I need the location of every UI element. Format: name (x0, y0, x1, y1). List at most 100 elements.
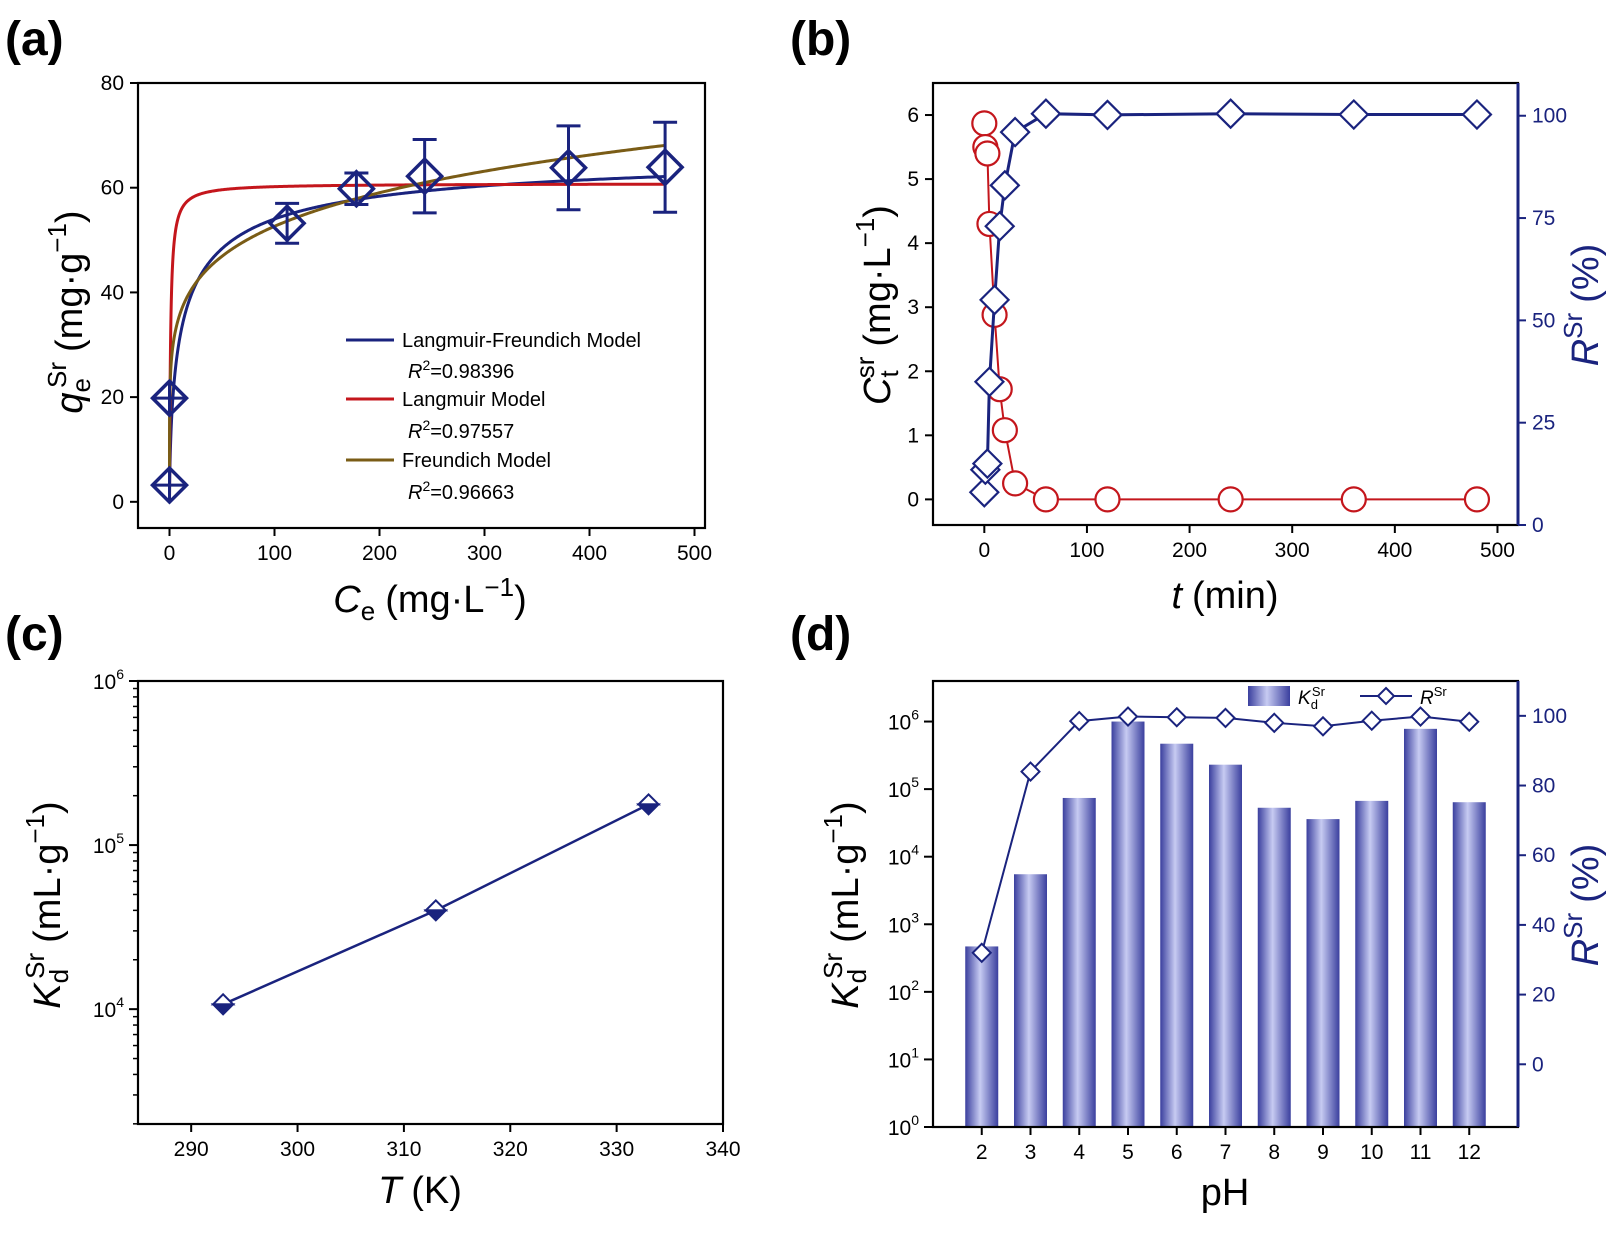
r-point (1263, 712, 1285, 734)
r-point (1068, 710, 1090, 732)
r-point (1091, 99, 1124, 131)
y-tick-label: 101 (888, 1044, 919, 1072)
x-tick-label: 300 (1275, 539, 1310, 562)
panel-b-xlabel: t (min) (1171, 575, 1278, 617)
x-tick-label: 9 (1317, 1141, 1329, 1164)
data-point (645, 120, 685, 214)
y2-tick-label: 100 (1532, 705, 1567, 728)
r-point (984, 210, 1016, 242)
y-tick-label: 2 (907, 360, 919, 383)
panel-c-label: (c) (5, 608, 64, 661)
diamond-marker (549, 148, 588, 188)
kd-point (210, 992, 236, 1016)
series-r-line (982, 112, 1477, 493)
kd-point-bottom (636, 803, 661, 816)
ct-point (1032, 486, 1059, 513)
legend-bar-swatch (1248, 686, 1290, 706)
x-tick-label: 100 (1069, 539, 1104, 562)
curve-freundlich (168, 143, 666, 502)
panel-b-frame (931, 81, 1520, 527)
panel-b-plot (968, 98, 1493, 513)
panel-a-plot (150, 120, 685, 505)
x-tick-label: 200 (362, 542, 397, 565)
panel-c-ylabel: KdSr(mL·g−1) (20, 801, 74, 1008)
diamond-marker (405, 156, 445, 196)
panel-a-ticks: 0 100 200 300 400 500 0 20 40 60 80 (101, 72, 712, 565)
data-point (150, 378, 189, 418)
panel-d-legend: KdSr RSr (1248, 684, 1447, 712)
kd-bar (965, 946, 999, 1127)
curve-langmuir (168, 182, 666, 502)
y2-tick-label: 100 (1532, 105, 1567, 128)
legend-langmuir-name: Langmuir Model (402, 389, 545, 411)
r-point (1030, 98, 1062, 130)
panel-c-ticks: 290 300 310 320 330 340 104 105 106 (93, 666, 741, 1161)
diamond-marker (150, 378, 189, 418)
y-tick-label: 5 (907, 168, 919, 191)
kd-bar (1111, 721, 1145, 1127)
data-point (405, 138, 445, 215)
x-tick-label: 400 (1377, 539, 1412, 562)
r-point (1312, 715, 1334, 737)
x-tick-label: 500 (677, 542, 712, 565)
r-point (1166, 706, 1188, 728)
x-tick-label: 320 (493, 1138, 528, 1161)
panel-b-y2label: RSr(%) (1558, 244, 1607, 367)
ct-point (1002, 470, 1029, 497)
ct-point (1217, 486, 1244, 513)
x-tick-label: 400 (572, 542, 607, 565)
series-ct-line (983, 123, 1477, 501)
kd-bar (1355, 800, 1389, 1127)
r-point (1361, 710, 1383, 732)
y-tick-label: 100 (888, 1112, 919, 1140)
x-tick-label: 11 (1410, 1141, 1432, 1164)
x-tick-label: 310 (386, 1138, 421, 1161)
kd-point-top (423, 898, 449, 912)
data-point (267, 201, 307, 245)
legend-line-label: RSr (1420, 684, 1447, 709)
ct-point (1463, 486, 1491, 513)
panel-d-label: (d) (790, 608, 851, 661)
kd-bar (1160, 743, 1194, 1127)
r-point (979, 284, 1011, 316)
panel-a-xlabel: Ce (mg·L−1) (333, 572, 526, 626)
kd-bar (1306, 819, 1340, 1127)
legend-lf-r2: R2=0.98396 (408, 357, 514, 383)
y-tick-label: 104 (888, 842, 919, 870)
diamond-marker (267, 203, 307, 243)
x-tick-label: 0 (164, 542, 176, 565)
x-tick-label: 100 (257, 542, 292, 565)
x-tick-label: 290 (174, 1138, 209, 1161)
panel-c-frame (136, 679, 725, 1126)
r-point (1410, 706, 1431, 727)
panel-b-label: (b) (790, 13, 851, 66)
x-tick-label: 3 (1025, 1141, 1037, 1164)
r-point (971, 942, 993, 964)
ct-point (1094, 486, 1121, 513)
y2-tick-label: 0 (1532, 1053, 1544, 1076)
r-point (989, 169, 1021, 201)
kd-bar (1404, 728, 1437, 1127)
y2-tick-label: 80 (1532, 775, 1555, 798)
y-tick-label: 106 (93, 666, 124, 694)
panel-a-legend: Langmuir-Freundich Model R2=0.98396 Lang… (346, 330, 641, 504)
r-point (1215, 98, 1247, 130)
y-tick-label: 103 (888, 909, 919, 937)
kd-bar (1209, 764, 1242, 1127)
kd-point-bottom (210, 1003, 236, 1016)
data-point (336, 169, 376, 209)
x-tick-label: 330 (599, 1138, 634, 1161)
x-tick-label: 6 (1171, 1141, 1183, 1164)
x-tick-label: 12 (1458, 1141, 1481, 1164)
kd-point-bottom (423, 909, 449, 922)
y2-tick-label: 60 (1532, 844, 1555, 867)
kd-bar (1014, 874, 1047, 1127)
panel-a-ylabel: qeSr(mg·g−1) (42, 210, 96, 413)
x-tick-label: 300 (467, 542, 502, 565)
y-tick-label: 0 (112, 491, 124, 514)
r-point (1338, 98, 1370, 131)
ct-point (991, 417, 1018, 444)
kd-point (423, 898, 449, 922)
ct-point (974, 140, 1001, 167)
y-tick-label: 40 (101, 281, 124, 304)
